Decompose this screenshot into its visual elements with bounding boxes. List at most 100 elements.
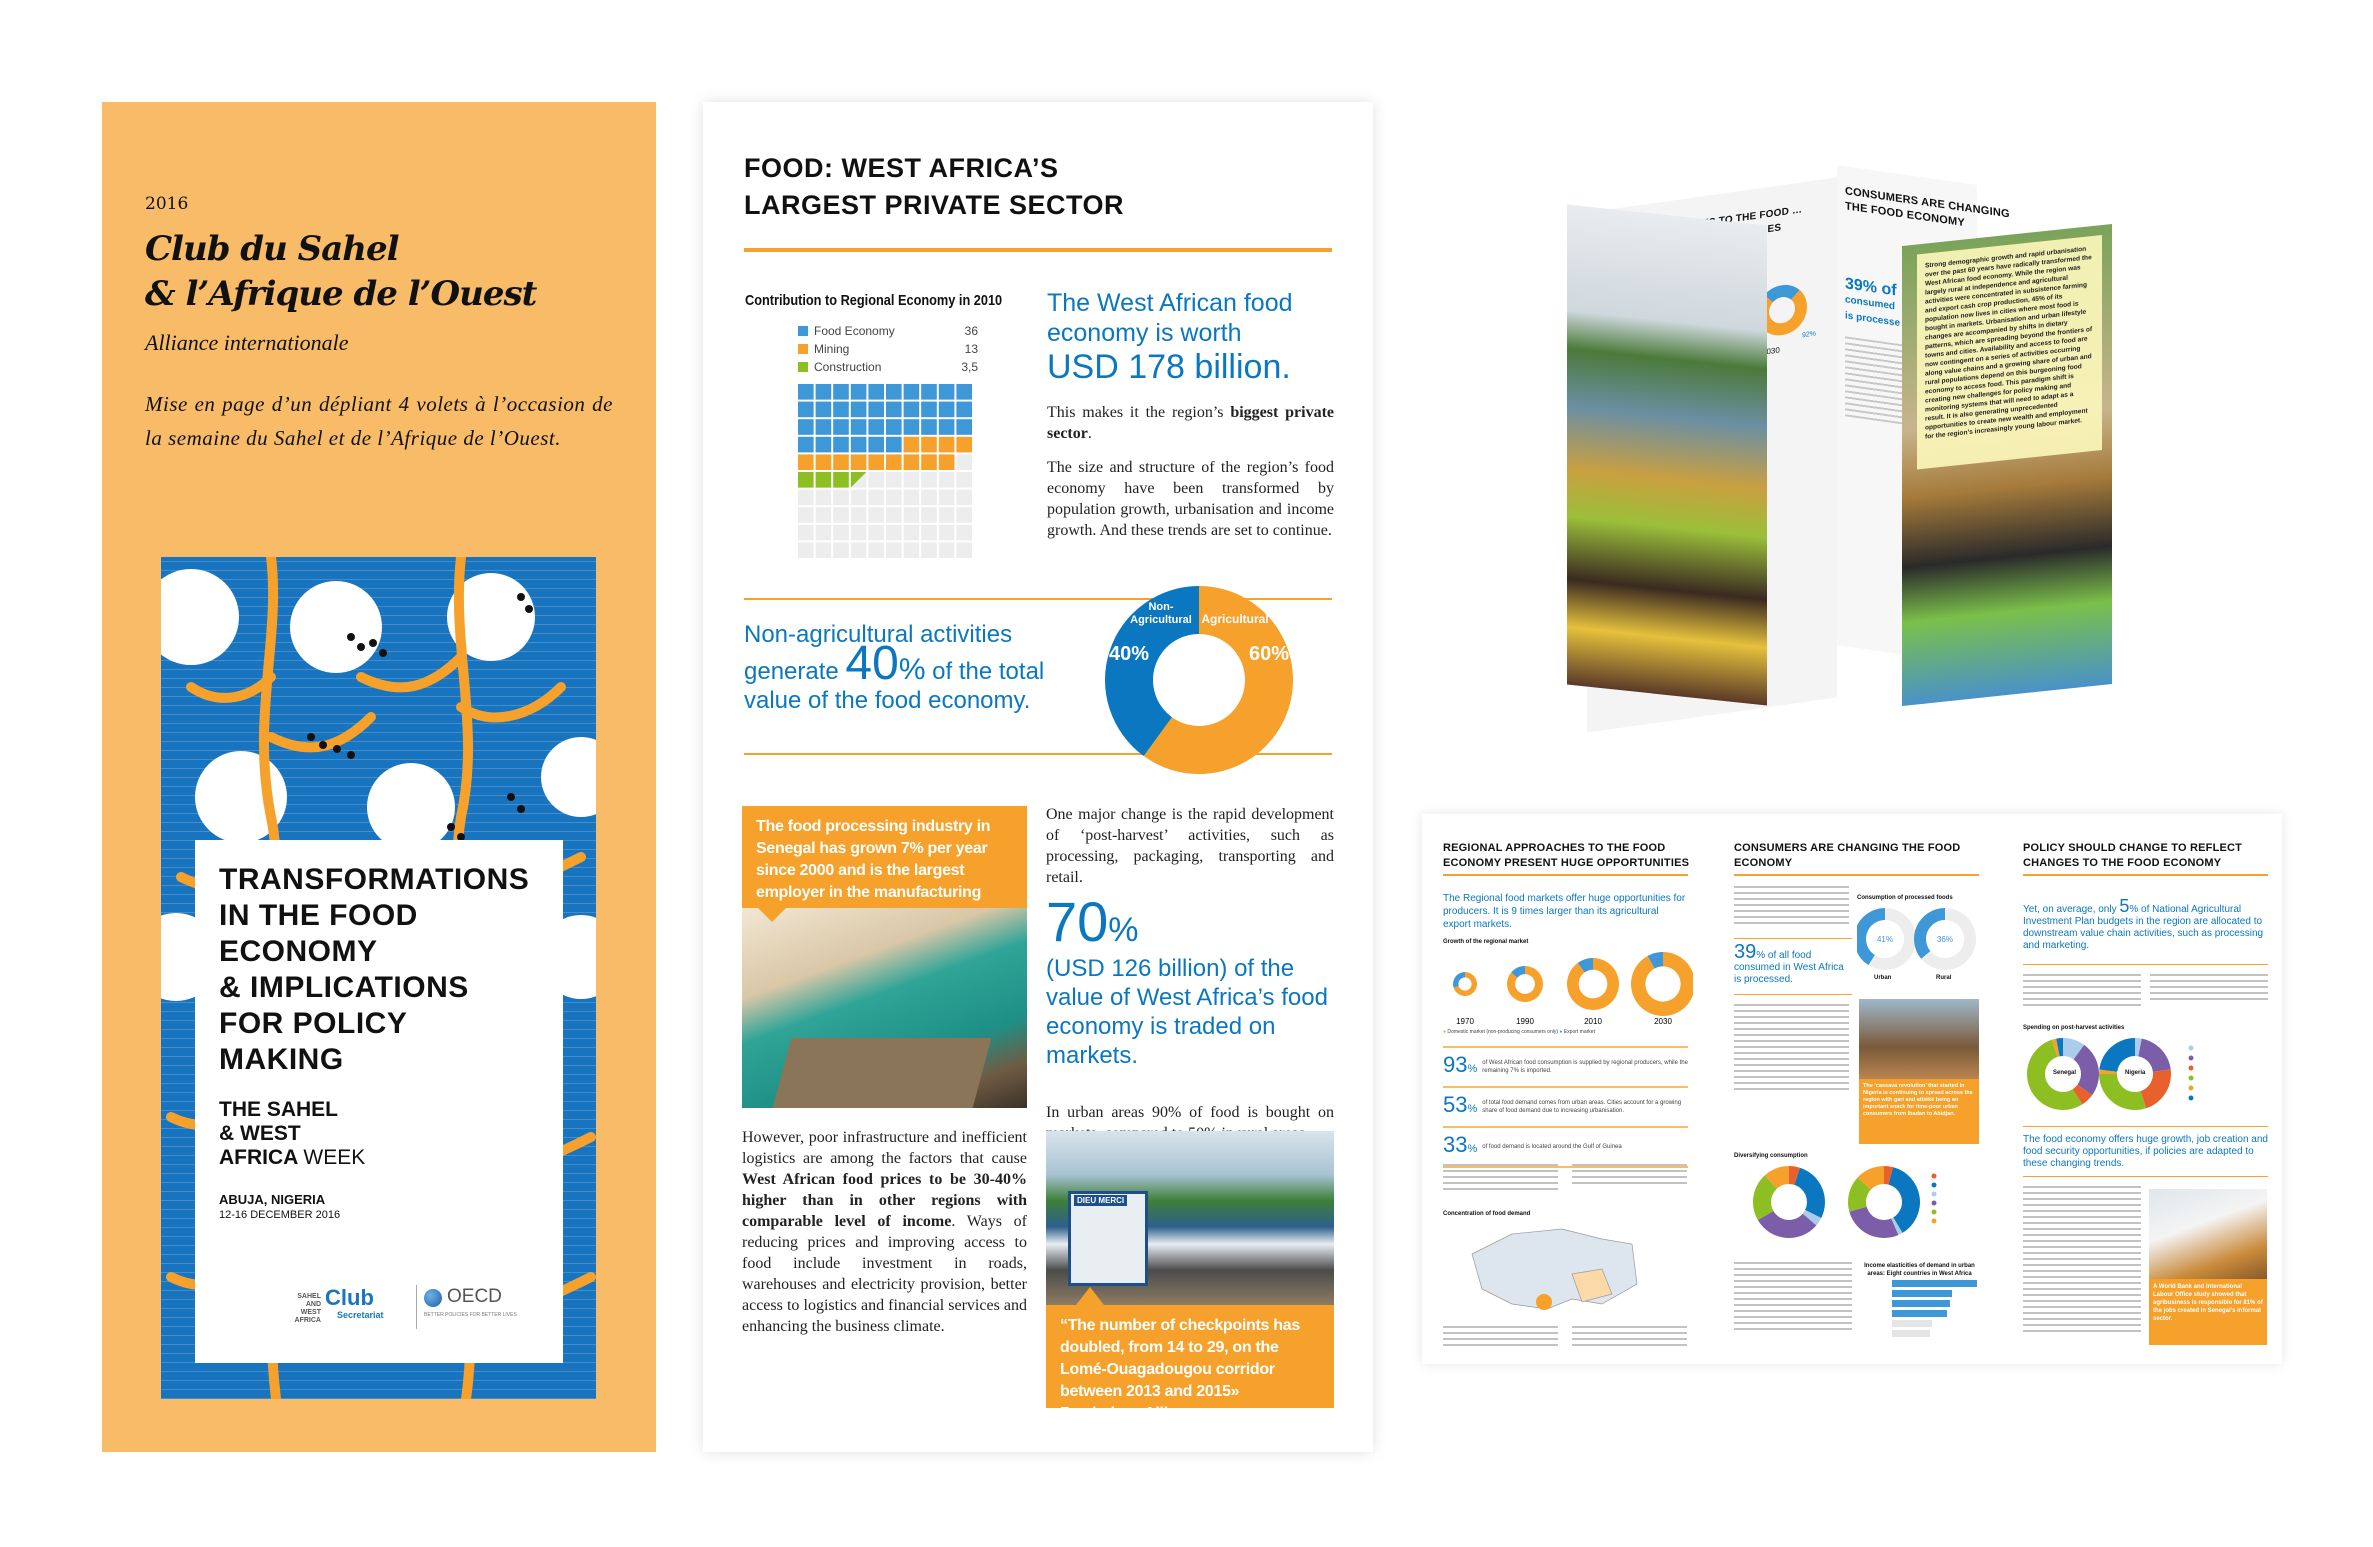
processed-donut-segment xyxy=(1921,908,1976,970)
legend-dot: ● xyxy=(1443,1029,1447,1035)
waffle-cell xyxy=(956,524,972,541)
waffle-cell-filled xyxy=(815,454,832,470)
spending-donut-segment xyxy=(2056,1038,2063,1057)
fold-text-lines xyxy=(1845,336,1905,425)
legend-dot xyxy=(1931,1218,1937,1224)
brochure-inner-page: FOOD: WEST AFRICA’S LARGEST PRIVATE SECT… xyxy=(703,102,1373,1452)
stat-number: 53% xyxy=(1443,1092,1478,1117)
waffle-cell-filled xyxy=(956,419,972,435)
chart-title: Spending on post-harvest activities xyxy=(2023,1025,2125,1031)
brochure-cover: TRANSFORMATIONS IN THE FOOD ECONOMY & IM… xyxy=(161,557,596,1399)
divider xyxy=(2023,1126,2268,1127)
stat-item: 33% of food demand is located around the … xyxy=(1443,1126,1688,1168)
consumption-donut-segment xyxy=(1849,1206,1899,1238)
waffle-cell xyxy=(886,542,902,558)
processed-donut-segment xyxy=(1857,908,1885,966)
waffle-cell xyxy=(833,524,849,541)
waffle-cell-filled xyxy=(956,436,972,453)
waffle-cell-filled xyxy=(798,454,814,470)
consumption-donut-segment xyxy=(1857,1166,1884,1190)
event-place: ABUJA, NIGERIA xyxy=(219,1192,326,1207)
waffle-cell-filled xyxy=(868,384,884,400)
event-name-line: & WEST xyxy=(219,1122,301,1145)
segment-label: Agricultural xyxy=(1201,612,1268,626)
waffle-cell-filled xyxy=(938,419,955,435)
consumption-donut-segment xyxy=(1888,1167,1920,1233)
waffle-cell xyxy=(850,542,867,558)
spread-lead: Yet, on average, only 5% of National Agr… xyxy=(2023,897,2268,952)
growth-donut-segment xyxy=(1567,958,1619,1010)
waffle-cell-filled xyxy=(815,472,832,488)
waffle-cell-filled xyxy=(956,384,972,400)
diversifying-consumption-donuts xyxy=(1753,1166,1937,1238)
waffle-cell-filled xyxy=(956,401,972,418)
waffle-cell xyxy=(798,489,814,506)
growth-donut-segment xyxy=(1507,966,1543,1002)
waffle-cell-filled xyxy=(815,436,832,453)
legend-label: Export market xyxy=(1563,1029,1595,1035)
growth-donut-segment xyxy=(1577,958,1593,973)
project-year: 2016 xyxy=(145,194,189,214)
quote-box: “The number of checkpoints has doubled, … xyxy=(1046,1305,1334,1422)
spending-donut-segment xyxy=(2027,1039,2083,1110)
stat-figure: 70% xyxy=(1046,892,1139,960)
stat-item: 39% of all food consumed in West Africa … xyxy=(1734,941,1844,985)
body-paragraph: One major change is the rapid developmen… xyxy=(1046,806,1334,886)
client-subtitle: Alliance internationale xyxy=(145,330,349,355)
body-paragraph: This makes it the region’s biggest priva… xyxy=(1047,402,1334,444)
waffle-cell-filled xyxy=(921,401,937,418)
consumption-donut-segment xyxy=(1789,1166,1800,1185)
text: Non-agricultural activities generate xyxy=(744,621,1013,685)
text: Yet, on average, only xyxy=(2023,904,2117,915)
segment-label: Agricultural xyxy=(1130,614,1192,626)
spending-donut-segment xyxy=(2140,1069,2171,1109)
stat-list: 93% of West African food consumption is s… xyxy=(1443,1046,1688,1168)
waffle-cell xyxy=(903,542,920,558)
consumption-donut-segment xyxy=(1757,1211,1817,1238)
fold-pct: 92% xyxy=(1802,330,1817,340)
year-label: 1970 xyxy=(1456,1017,1474,1024)
west-africa-map xyxy=(1471,1228,1638,1310)
consumption-donut-segment xyxy=(1753,1175,1777,1220)
chart-legend: ● Domestic market (non-producing consume… xyxy=(1443,1028,1595,1036)
waffle-cell-filled xyxy=(938,436,955,453)
spending-donut-segment xyxy=(2063,1038,2085,1060)
legend-dot xyxy=(2188,1075,2194,1081)
consumption-donut-segment xyxy=(1848,1177,1871,1212)
section-divider xyxy=(744,753,1332,755)
donut-label: Senegal xyxy=(2053,1070,2077,1076)
club-logo-sub: Secretariat xyxy=(337,1310,384,1320)
waffle-cell xyxy=(886,507,902,523)
map-title: Concentration of food demand xyxy=(1443,1211,1531,1217)
waffle-cell xyxy=(938,507,955,523)
divider xyxy=(2023,1176,2268,1177)
cover-title-line: MAKING xyxy=(219,1043,344,1076)
waffle-cell xyxy=(921,472,937,488)
page-title-line: FOOD: WEST AFRICA’S xyxy=(744,153,1059,183)
stat-number: 39 xyxy=(1734,941,1757,963)
text: This makes it the region’s xyxy=(1047,404,1231,421)
waffle-cell xyxy=(956,542,972,558)
waffle-cell xyxy=(833,489,849,506)
chart-title: Growth of the regional market xyxy=(1443,939,1529,945)
donut-statement-figure: 40% xyxy=(845,637,925,690)
stat-text: of total food demand comes from urban ar… xyxy=(1482,1100,1682,1114)
donut-statement: Non-agricultural activities generate 40%… xyxy=(744,620,1074,715)
year-label: 2030 xyxy=(1654,1017,1672,1024)
waffle-cell-filled xyxy=(850,454,867,470)
body-paragraph: The size and structure of the region’s f… xyxy=(1047,459,1334,539)
waffle-cell-filled xyxy=(815,384,832,400)
chart-title: Diversifying consumption xyxy=(1734,1153,1808,1159)
text: . xyxy=(1087,425,1092,442)
text-lines xyxy=(1443,1326,1558,1348)
bar xyxy=(1892,1330,1930,1337)
waffle-cell xyxy=(868,489,884,506)
photo-truck-cab xyxy=(1068,1191,1148,1286)
event-name-line: THE SAHEL xyxy=(219,1098,339,1121)
event-date: 12-16 DECEMBER 2016 xyxy=(219,1209,341,1221)
waffle-cell-filled xyxy=(798,419,814,435)
text-lines xyxy=(1572,1164,1687,1188)
growth-donut-segment xyxy=(1631,952,1693,1016)
waffle-cell-filled xyxy=(798,436,814,453)
waffle-cell-filled xyxy=(886,436,902,453)
